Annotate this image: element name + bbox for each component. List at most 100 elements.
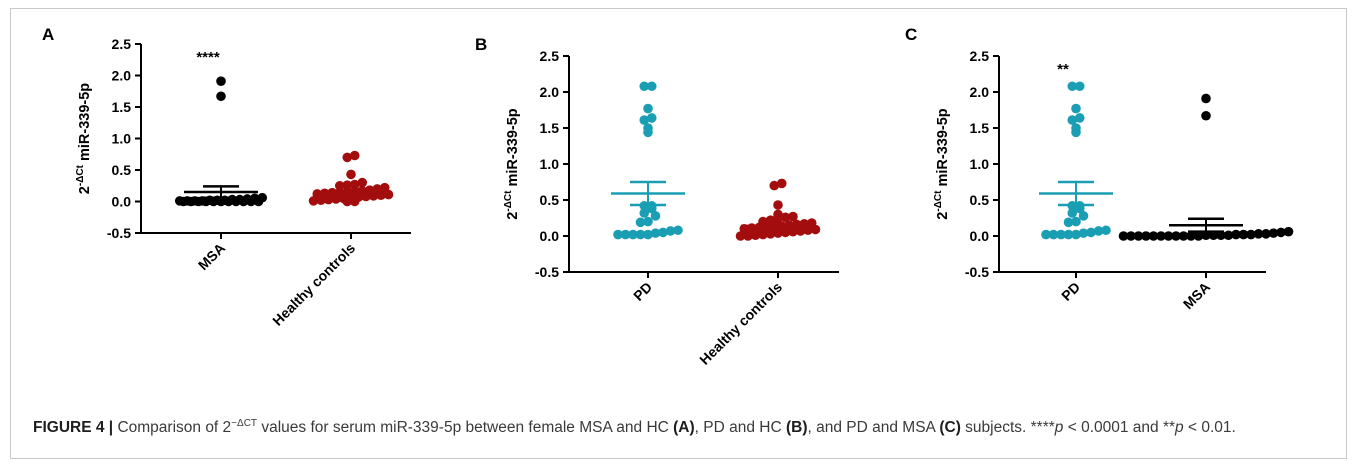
y-tick-label: 2.0	[540, 84, 560, 100]
data-point	[628, 229, 638, 240]
data-point	[216, 91, 226, 102]
data-point	[308, 196, 319, 206]
data-point	[613, 229, 623, 240]
series-healthy-controls	[308, 150, 394, 207]
caption-ref-c: (C)	[939, 419, 961, 437]
data-point	[1071, 127, 1081, 138]
caption-ref-a: (A)	[673, 419, 695, 437]
data-point	[620, 229, 631, 240]
data-point	[1063, 217, 1074, 228]
y-axis-label-sup: -ΔCt	[75, 164, 86, 186]
data-point	[673, 225, 683, 236]
x-tick-label: PD	[630, 279, 655, 304]
data-point	[773, 200, 783, 210]
data-point	[1048, 229, 1059, 240]
data-point	[186, 196, 196, 207]
data-point	[1283, 226, 1294, 237]
data-point	[639, 208, 650, 218]
data-point	[758, 229, 768, 240]
data-point	[1163, 231, 1174, 241]
data-point	[316, 195, 326, 206]
y-tick-label: 2.5	[112, 36, 132, 52]
y-tick-label: 1.5	[970, 120, 990, 136]
data-point	[1178, 231, 1189, 241]
data-point	[357, 177, 368, 188]
caption-text-a: Comparison of 2	[113, 419, 232, 437]
data-point	[346, 169, 356, 180]
data-point	[223, 196, 234, 207]
data-point	[750, 230, 761, 241]
data-point	[773, 213, 783, 223]
y-axis-label-base: 2	[505, 212, 521, 220]
data-point	[349, 150, 360, 161]
y-tick-label: 2.5	[970, 48, 990, 64]
data-point	[1193, 231, 1204, 241]
data-point	[178, 196, 189, 207]
y-tick-label: 1.0	[970, 156, 990, 172]
data-point	[643, 216, 653, 227]
data-point	[735, 231, 746, 241]
y-axis-label-main: miR-339-5p	[77, 83, 93, 165]
y-tick-label: 0.0	[540, 228, 560, 244]
data-point	[349, 196, 360, 207]
x-tick-label: MSA	[1180, 279, 1213, 312]
caption-text-c: , PD and HC	[694, 419, 786, 437]
data-point	[1126, 231, 1136, 241]
data-point	[253, 196, 264, 207]
y-tick-label: 0.5	[970, 192, 990, 208]
data-point	[1171, 231, 1181, 241]
x-tick-label: Healthy controls	[696, 279, 785, 368]
y-tick-label: -0.5	[107, 225, 131, 241]
significance-marker: **	[1057, 61, 1069, 78]
data-point	[1276, 227, 1286, 238]
data-point	[208, 196, 219, 207]
panel-letter: C	[905, 25, 917, 44]
data-point	[383, 189, 394, 200]
y-axis-label-sup: -ΔCt	[503, 190, 514, 212]
panel-letter: A	[42, 25, 54, 44]
figure-caption: FIGURE 4 | Comparison of 2−ΔCT values fo…	[33, 413, 1343, 439]
data-point	[1186, 231, 1196, 241]
data-point	[780, 212, 791, 223]
data-point	[1074, 81, 1085, 92]
caption-text-f: < 0.0001 and **	[1063, 419, 1176, 437]
data-point	[773, 228, 783, 238]
y-tick-label: 0.0	[112, 194, 132, 210]
caption-sup: −ΔCT	[231, 418, 258, 429]
y-tick-label: -0.5	[535, 264, 559, 280]
data-point	[1086, 227, 1096, 238]
data-point	[1067, 208, 1078, 218]
data-point	[1156, 231, 1166, 241]
data-point	[780, 227, 791, 238]
data-point	[1223, 230, 1234, 241]
data-point	[1148, 231, 1159, 241]
significance-marker: ****	[196, 49, 220, 66]
series-healthy-controls	[735, 178, 821, 241]
data-point	[1201, 93, 1211, 104]
data-point	[334, 180, 345, 191]
data-point	[216, 196, 226, 207]
data-point	[238, 196, 249, 207]
caption-label: FIGURE 4 |	[33, 419, 114, 437]
data-point	[1246, 229, 1256, 240]
y-axis-label: 2-ΔCt miR-339-5p	[933, 108, 951, 219]
data-point	[1063, 229, 1074, 240]
series-pd	[1039, 81, 1113, 240]
panel-a: A -0.5 0.0 0.5 1.0 1.5 2.0 2.5 2-ΔCt miR-339-5p M…	[42, 25, 411, 329]
data-point	[1201, 110, 1211, 121]
y-axis-label-main: miR-339-5p	[935, 108, 951, 190]
y-tick-label: 2.0	[112, 68, 132, 84]
panel-b: B -0.5 0.0 0.5 1.0 1.5 2.0 2.5 2-ΔCt miR-339-5p P…	[475, 35, 839, 368]
data-point	[658, 227, 668, 238]
x-tick-label: PD	[1058, 279, 1083, 304]
panel-letter: B	[475, 35, 487, 54]
y-tick-label: 0.0	[970, 228, 990, 244]
data-point	[769, 180, 780, 191]
data-point	[1078, 228, 1089, 238]
data-point	[643, 103, 653, 114]
data-point	[795, 226, 806, 236]
y-tick-label: 0.5	[112, 162, 132, 178]
x-tick-label: MSA	[195, 240, 228, 273]
data-point	[639, 81, 650, 92]
data-point	[1093, 226, 1104, 236]
